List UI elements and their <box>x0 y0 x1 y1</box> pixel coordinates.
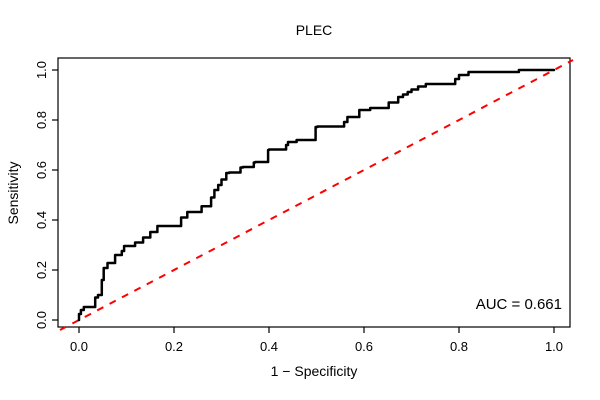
x-axis-tick-label: 0.4 <box>260 339 278 354</box>
axes-layer: 0.0 0.2 0.4 0.6 0.8 1.0 0.0 0.2 0.4 0.6 0.8 1.0 <box>34 57 571 354</box>
plot-box <box>57 57 571 328</box>
diagonal-reference-line <box>59 59 574 331</box>
x-axis-tick-label: 0.6 <box>355 339 373 354</box>
x-axis-tick-label: 1.0 <box>545 339 563 354</box>
y-axis-label: Sensitivity <box>5 161 21 225</box>
y-axis-tick-label: 0.8 <box>34 111 49 129</box>
x-axis-tick-label: 0.0 <box>70 339 88 354</box>
x-axis-tick-label: 0.8 <box>450 339 468 354</box>
y-axis-tick-label: 0.6 <box>34 161 49 179</box>
auc-annotation: AUC = 0.661 <box>475 296 562 313</box>
y-axis-tick-label: 0.0 <box>34 311 49 329</box>
y-axis-tick-label: 0.2 <box>34 261 49 279</box>
roc-curve <box>77 68 556 322</box>
y-axis-tick-label: 0.4 <box>34 211 49 229</box>
x-axis-tick-label: 0.2 <box>165 339 183 354</box>
series-layer <box>59 59 574 331</box>
plot-title: PLEC <box>295 22 333 38</box>
x-axis-label: 1 − Specificity <box>270 363 358 379</box>
y-axis-tick-label: 1.0 <box>34 61 49 79</box>
